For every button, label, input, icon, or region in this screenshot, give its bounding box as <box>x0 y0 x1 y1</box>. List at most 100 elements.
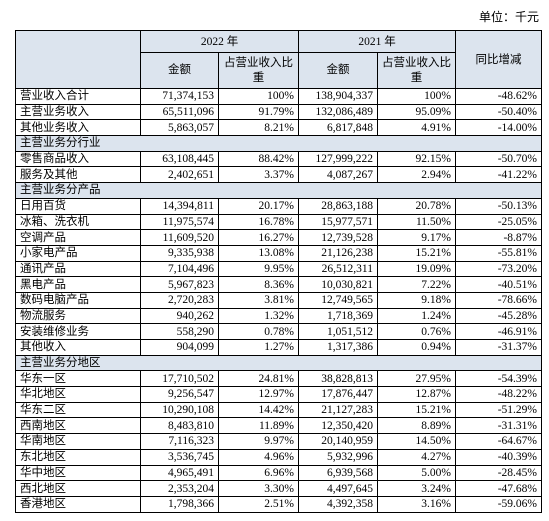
cell: -31.31% <box>455 417 542 435</box>
cell: 11.50% <box>377 213 456 231</box>
data-row: 安装维修业务 558,290 0.78% 1,051,512 0.76% -46.91% <box>15 323 542 340</box>
cell: -51.29% <box>455 401 542 419</box>
row-label: 其他业务收入 <box>15 119 141 137</box>
section-row: 主营业务分产品 <box>15 182 542 199</box>
cell: 26,512,311 <box>298 260 378 278</box>
row-label: 安装维修业务 <box>15 323 141 340</box>
cell: 7,104,496 <box>140 260 219 278</box>
header-cell: 占营业收入比重 <box>218 52 299 89</box>
cell: 127,999,222 <box>298 150 378 168</box>
cell: 8.21% <box>218 119 299 137</box>
cell: 100% <box>218 88 299 105</box>
cell: 14.42% <box>218 401 299 419</box>
cell: 92.15% <box>377 150 456 168</box>
header-cell: 同比增减 <box>455 30 542 89</box>
cell: 6.96% <box>218 464 299 482</box>
cell: -31.37% <box>455 339 542 356</box>
cell: -47.68% <box>455 480 542 497</box>
row-label: 华北地区 <box>15 386 141 403</box>
cell: 11,975,574 <box>140 213 219 231</box>
cell: 132,086,489 <box>298 103 378 121</box>
cell: 11,609,520 <box>140 229 219 246</box>
header-cell: 金额 <box>140 52 219 89</box>
cell: 95.09% <box>377 103 456 121</box>
data-row: 数码电脑产品 2,720,283 3.81% 12,749,565 9.18% -78.6… <box>15 291 542 309</box>
cell: 0.94% <box>377 339 456 356</box>
unit-label: 单位：千元 <box>478 10 539 24</box>
cell: -55.81% <box>455 244 542 262</box>
section-row: 主营业务分地区 <box>15 354 542 372</box>
cell: 8,483,810 <box>140 417 219 435</box>
cell: 2,353,204 <box>140 480 219 497</box>
cell: 7.22% <box>377 276 456 293</box>
table-body: 营业收入合计 71,374,153 100% 138,904,337 100% -48.6… <box>15 88 542 513</box>
cell: 6,817,848 <box>298 119 378 137</box>
cell: 38,828,813 <box>298 370 378 388</box>
data-row: 主营业务收入 65,511,096 91.79% 132,086,489 95.09% -… <box>15 103 542 121</box>
cell: 3.24% <box>377 480 456 497</box>
cell: 21,127,283 <box>298 401 378 419</box>
cell: 9,256,547 <box>140 386 219 403</box>
cell: 4,965,491 <box>140 464 219 482</box>
row-label: 西南地区 <box>15 417 141 435</box>
cell: 21,126,238 <box>298 244 378 262</box>
cell: 4,497,645 <box>298 480 378 497</box>
cell: -50.70% <box>455 150 542 168</box>
cell: 1,798,366 <box>140 495 219 513</box>
header-cell: 2021 年 <box>298 30 456 53</box>
cell: 1.27% <box>218 339 299 356</box>
cell: 2,402,651 <box>140 166 219 184</box>
data-row: 东北地区 3,536,745 4.96% 5,932,996 4.27% -40.39% <box>15 448 542 466</box>
cell: 100% <box>377 88 456 105</box>
cell: 1.24% <box>377 307 456 325</box>
cell: 88.42% <box>218 150 299 168</box>
cell: 4.27% <box>377 448 456 466</box>
cell: 15,977,571 <box>298 213 378 231</box>
cell: 5,967,823 <box>140 276 219 293</box>
data-row: 零售商品收入 63,108,445 88.42% 127,999,222 92.15% -… <box>15 150 542 168</box>
cell: 9.97% <box>218 433 299 450</box>
data-row: 华东二区 10,290,108 14.42% 21,127,283 15.21% -51.… <box>15 401 542 419</box>
cell: -48.22% <box>455 386 542 403</box>
data-row: 西南地区 8,483,810 11.89% 12,350,420 8.89% -31.31… <box>15 417 542 435</box>
cell: 20,140,959 <box>298 433 378 450</box>
data-row: 日用百货 14,394,811 20.17% 28,863,188 20.78% -50.… <box>15 197 542 215</box>
cell: 12,749,565 <box>298 291 378 309</box>
cell: 1,051,512 <box>298 323 378 340</box>
cell: 63,108,445 <box>140 150 219 168</box>
cell: 27.95% <box>377 370 456 388</box>
cell: -40.39% <box>455 448 542 466</box>
data-row: 华北地区 9,256,547 12.97% 17,876,447 12.87% -48.2… <box>15 386 542 403</box>
cell: -28.45% <box>455 464 542 482</box>
cell: 10,030,821 <box>298 276 378 293</box>
cell: 65,511,096 <box>140 103 219 121</box>
cell: 14.50% <box>377 433 456 450</box>
cell: 9.95% <box>218 260 299 278</box>
cell: 17,710,502 <box>140 370 219 388</box>
cell: 12.87% <box>377 386 456 403</box>
cell: -40.51% <box>455 276 542 293</box>
data-row: 营业收入合计 71,374,153 100% 138,904,337 100% -48.6… <box>15 88 542 105</box>
cell: 15.21% <box>377 244 456 262</box>
row-label: 数码电脑产品 <box>15 291 141 309</box>
cell: 0.76% <box>377 323 456 340</box>
row-label: 通讯产品 <box>15 260 141 278</box>
header-cell: 金额 <box>298 52 378 89</box>
revenue-table: 2022 年 2021 年 同比增减 金额 占营业收入比重 金额 占营业收入比重… <box>15 30 542 513</box>
cell: 9.17% <box>377 229 456 246</box>
row-label: 华中地区 <box>15 464 141 482</box>
cell: 8.36% <box>218 276 299 293</box>
cell: 0.78% <box>218 323 299 340</box>
cell: 10,290,108 <box>140 401 219 419</box>
row-label: 小家电产品 <box>15 244 141 262</box>
cell: -73.20% <box>455 260 542 278</box>
cell: 3.30% <box>218 480 299 497</box>
cell: 9,335,938 <box>140 244 219 262</box>
data-row: 华东一区 17,710,502 24.81% 38,828,813 27.95% -54.… <box>15 370 542 388</box>
data-row: 小家电产品 9,335,938 13.08% 21,126,238 15.21% -55.… <box>15 244 542 262</box>
row-label: 其他收入 <box>15 339 141 356</box>
row-label: 东北地区 <box>15 448 141 466</box>
cell: 5,863,057 <box>140 119 219 137</box>
cell: -14.00% <box>455 119 542 137</box>
